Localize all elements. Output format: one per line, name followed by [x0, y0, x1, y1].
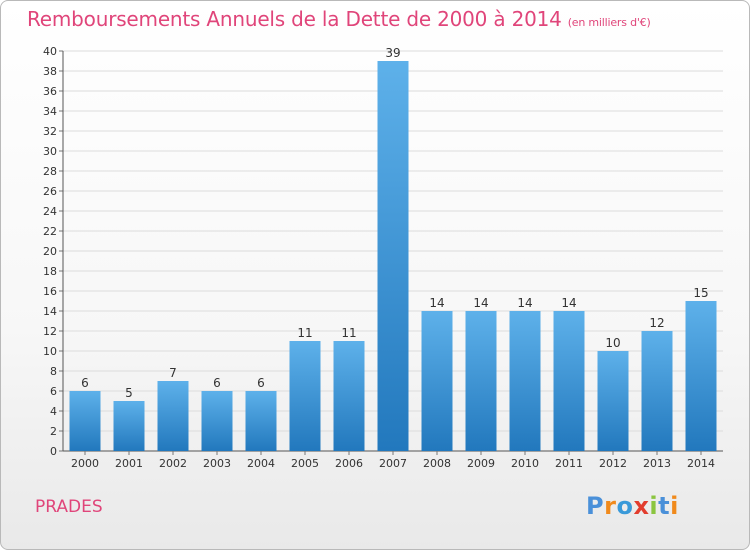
data-label-2000: 6	[81, 376, 89, 390]
data-label-2006: 11	[341, 326, 356, 340]
x-tick-label-2002: 2002	[159, 457, 187, 470]
logo-letter: i	[649, 492, 659, 520]
y-tick-label: 24	[43, 205, 57, 218]
y-tick-label: 18	[43, 265, 57, 278]
x-tick-label-2010: 2010	[511, 457, 539, 470]
bar-2013	[641, 331, 673, 451]
logo-letter: t	[658, 492, 671, 520]
data-label-2013: 12	[649, 316, 664, 330]
logo-letter: o	[616, 492, 634, 520]
y-tick-label: 34	[43, 105, 57, 118]
logo-letter: i	[670, 492, 679, 520]
bar-2005	[289, 341, 321, 451]
x-tick-label-2012: 2012	[599, 457, 627, 470]
y-tick-label: 22	[43, 225, 57, 238]
logo-letter: r	[604, 492, 617, 520]
proxiti-logo: Proxiti	[586, 492, 679, 520]
y-tick-label: 16	[43, 285, 57, 298]
y-tick-label: 38	[43, 65, 57, 78]
y-tick-label: 32	[43, 125, 57, 138]
bar-2007	[377, 61, 409, 451]
data-label-2010: 14	[517, 296, 532, 310]
bar-2014	[685, 301, 717, 451]
bar-2003	[201, 391, 233, 451]
data-label-2012: 10	[605, 336, 620, 350]
commune-name: PRADES	[35, 497, 103, 517]
x-tick-label-2009: 2009	[467, 457, 495, 470]
chart-title: Remboursements Annuels de la Dette de 20…	[27, 7, 651, 31]
bar-2001	[113, 401, 145, 451]
bar-2002	[157, 381, 189, 451]
y-tick-label: 0	[50, 445, 57, 458]
x-tick-label-2013: 2013	[643, 457, 671, 470]
data-label-2008: 14	[429, 296, 444, 310]
x-tick-label-2001: 2001	[115, 457, 143, 470]
x-tick-label-2006: 2006	[335, 457, 363, 470]
bar-2012	[597, 351, 629, 451]
y-tick-label: 6	[50, 385, 57, 398]
data-label-2014: 15	[693, 286, 708, 300]
data-label-2007: 39	[385, 46, 400, 60]
y-tick-label: 10	[43, 345, 57, 358]
y-tick-label: 40	[43, 45, 57, 58]
bar-2006	[333, 341, 365, 451]
logo-letter: x	[633, 492, 650, 520]
x-tick-label-2004: 2004	[247, 457, 275, 470]
y-tick-label: 12	[43, 325, 57, 338]
data-label-2002: 7	[169, 366, 177, 380]
chart-title-text: Remboursements Annuels de la Dette de 20…	[27, 7, 562, 31]
bar-2004	[245, 391, 277, 451]
y-tick-label: 20	[43, 245, 57, 258]
y-tick-label: 36	[43, 85, 57, 98]
bar-2011	[553, 311, 585, 451]
x-tick-label-2014: 2014	[687, 457, 715, 470]
y-tick-label: 28	[43, 165, 57, 178]
x-tick-label-2000: 2000	[71, 457, 99, 470]
bar-2010	[509, 311, 541, 451]
logo-letter: P	[586, 492, 605, 520]
data-label-2003: 6	[213, 376, 221, 390]
data-label-2005: 11	[297, 326, 312, 340]
data-label-2001: 5	[125, 386, 133, 400]
data-label-2011: 14	[561, 296, 576, 310]
bar-2008	[421, 311, 453, 451]
data-label-2004: 6	[257, 376, 265, 390]
y-tick-label: 2	[50, 425, 57, 438]
y-tick-label: 8	[50, 365, 57, 378]
x-tick-label-2011: 2011	[555, 457, 583, 470]
data-label-2009: 14	[473, 296, 488, 310]
x-tick-label-2003: 2003	[203, 457, 231, 470]
y-tick-label: 14	[43, 305, 57, 318]
x-tick-label-2007: 2007	[379, 457, 407, 470]
x-tick-label-2005: 2005	[291, 457, 319, 470]
chart-subtitle: (en milliers d'€)	[567, 16, 651, 29]
y-tick-label: 4	[50, 405, 57, 418]
y-tick-label: 26	[43, 185, 57, 198]
x-tick-label-2008: 2008	[423, 457, 451, 470]
bar-2009	[465, 311, 497, 451]
y-tick-label: 30	[43, 145, 57, 158]
bar-2000	[69, 391, 101, 451]
